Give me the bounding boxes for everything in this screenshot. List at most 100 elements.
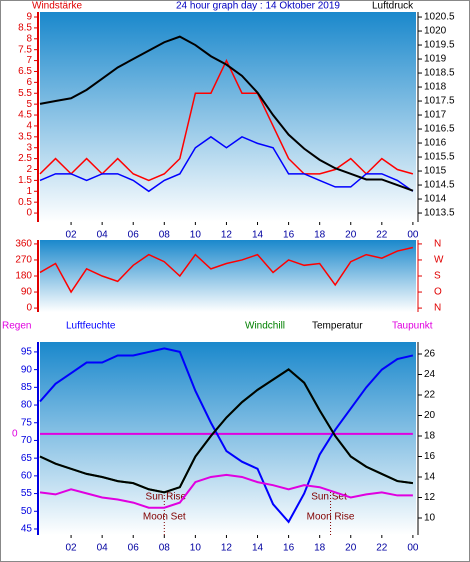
y2-tick-label: S [434, 271, 441, 282]
x-tick-label: 02 [66, 543, 78, 554]
legend-entry: Regen [2, 321, 31, 332]
x-tick-label: 20 [345, 230, 357, 241]
x-tick-label: 06 [128, 230, 140, 241]
y-tick-label: 85 [21, 382, 33, 393]
x-tick-label: 20 [345, 543, 357, 554]
y2-tick-label: N [434, 303, 441, 314]
series-line [39, 347, 414, 524]
y2-label: Luftdruck [372, 1, 414, 12]
y2-tick-label: 12 [424, 492, 436, 503]
y-tick-label: 2 [26, 164, 32, 175]
y2-tick-label: 1017 [424, 110, 447, 121]
y2-tick-label: 16 [424, 451, 436, 462]
y2-tick-label: 24 [424, 369, 436, 380]
y2-tick-label: 1014.5 [424, 180, 455, 191]
y2-tick-label: 1015 [424, 166, 447, 177]
x-tick-label: 10 [190, 230, 202, 241]
y-tick-label: 270 [15, 255, 32, 266]
y2-tick-label: 1019.5 [424, 40, 455, 51]
y-tick-label: 4.5 [18, 110, 32, 121]
x-tick-label: 04 [97, 543, 109, 554]
legend-entry: Taupunkt [392, 321, 433, 332]
panel-wind [40, 12, 416, 222]
y-tick-label: 5 [26, 99, 32, 110]
legend-entry: Windchill [245, 321, 285, 332]
y3-tick-label: 0 [12, 429, 18, 440]
y2-tick-label: 1014 [424, 194, 447, 205]
y-tick-label: 6.5 [18, 66, 32, 77]
x-tick-label: 14 [252, 543, 264, 554]
x-tick-label: 18 [314, 230, 326, 241]
y-tick-label: 8 [26, 33, 32, 44]
y2-tick-label: 1020.5 [424, 12, 455, 23]
y2-tick-label: 20 [424, 410, 436, 421]
annotation: Moon Rise [307, 512, 355, 523]
annotation: Moon Set [143, 512, 186, 523]
y-tick-label: 1 [26, 186, 32, 197]
y-tick-label: 90 [21, 364, 33, 375]
x-tick-label: 06 [128, 543, 140, 554]
y2-tick-label: 1016.5 [424, 124, 455, 135]
chart-title: 24 hour graph day : 14 Oktober 2019 [176, 1, 340, 12]
y2-tick-label: 1020 [424, 26, 447, 37]
x-tick-label: 22 [376, 543, 388, 554]
y-tick-label: 5.5 [18, 88, 32, 99]
y-tick-label: 90 [21, 287, 33, 298]
y2-tick-label: 1017.5 [424, 96, 455, 107]
x-tick-label: 12 [221, 543, 233, 554]
y2-tick-label: 1019 [424, 54, 447, 65]
x-tick-label: 02 [66, 230, 78, 241]
x-tick-label: 10 [190, 543, 202, 554]
series-line [39, 368, 414, 494]
y-tick-label: 0 [26, 303, 32, 314]
y-tick-label: 4 [26, 121, 32, 132]
y-tick-label: 75 [21, 417, 33, 428]
y2-tick-label: 1013.5 [424, 208, 455, 219]
y-tick-label: 7.5 [18, 44, 32, 55]
y2-tick-label: 1018.5 [424, 68, 455, 79]
y-tick-label: 55 [21, 488, 33, 499]
y-tick-label: 3.5 [18, 131, 32, 142]
y2-tick-label: 1016 [424, 138, 447, 149]
y2-tick-label: W [434, 255, 444, 266]
x-tick-label: 14 [252, 230, 264, 241]
x-tick-label: 12 [221, 230, 233, 241]
y2-tick-label: 10 [424, 513, 436, 524]
y-tick-label: 0 [26, 208, 32, 219]
y2-tick-label: 14 [424, 472, 436, 483]
y-tick-label: 65 [21, 453, 33, 464]
annotation: Sun Set [311, 492, 347, 503]
y-label: Windstärke [32, 1, 82, 12]
legend-entry: Temperatur [312, 321, 363, 332]
y-tick-label: 60 [21, 471, 33, 482]
x-tick-label: 22 [376, 230, 388, 241]
y-tick-label: 2.5 [18, 153, 32, 164]
y-tick-label: 3 [26, 142, 32, 153]
y-tick-label: 360 [15, 239, 32, 250]
annotation: Sun Rise [146, 492, 187, 503]
y2-tick-label: 18 [424, 431, 436, 442]
y-tick-label: 95 [21, 347, 33, 358]
y2-tick-label: 22 [424, 390, 436, 401]
y-tick-label: 70 [21, 435, 33, 446]
y2-tick-label: 1018 [424, 82, 447, 93]
y-tick-label: 80 [21, 400, 33, 411]
y2-tick-label: 1015.5 [424, 152, 455, 163]
y-tick-label: 45 [21, 524, 33, 535]
x-tick-label: 08 [159, 543, 171, 554]
panel-temperature [40, 342, 416, 535]
x-tick-label: 08 [159, 230, 171, 241]
series-line [39, 35, 414, 192]
y-tick-label: 8.5 [18, 23, 32, 34]
x-tick-label: 16 [283, 543, 295, 554]
y2-tick-label: O [434, 287, 442, 298]
y-tick-label: 1.5 [18, 175, 32, 186]
y2-tick-label: 26 [424, 349, 436, 360]
y-tick-label: 7 [26, 55, 32, 66]
y-tick-label: 9 [26, 12, 32, 23]
series-line [39, 473, 413, 509]
legend-entry: Luftfeuchte [66, 321, 116, 332]
y-tick-label: 0.5 [18, 197, 32, 208]
panel-direction [40, 240, 416, 312]
